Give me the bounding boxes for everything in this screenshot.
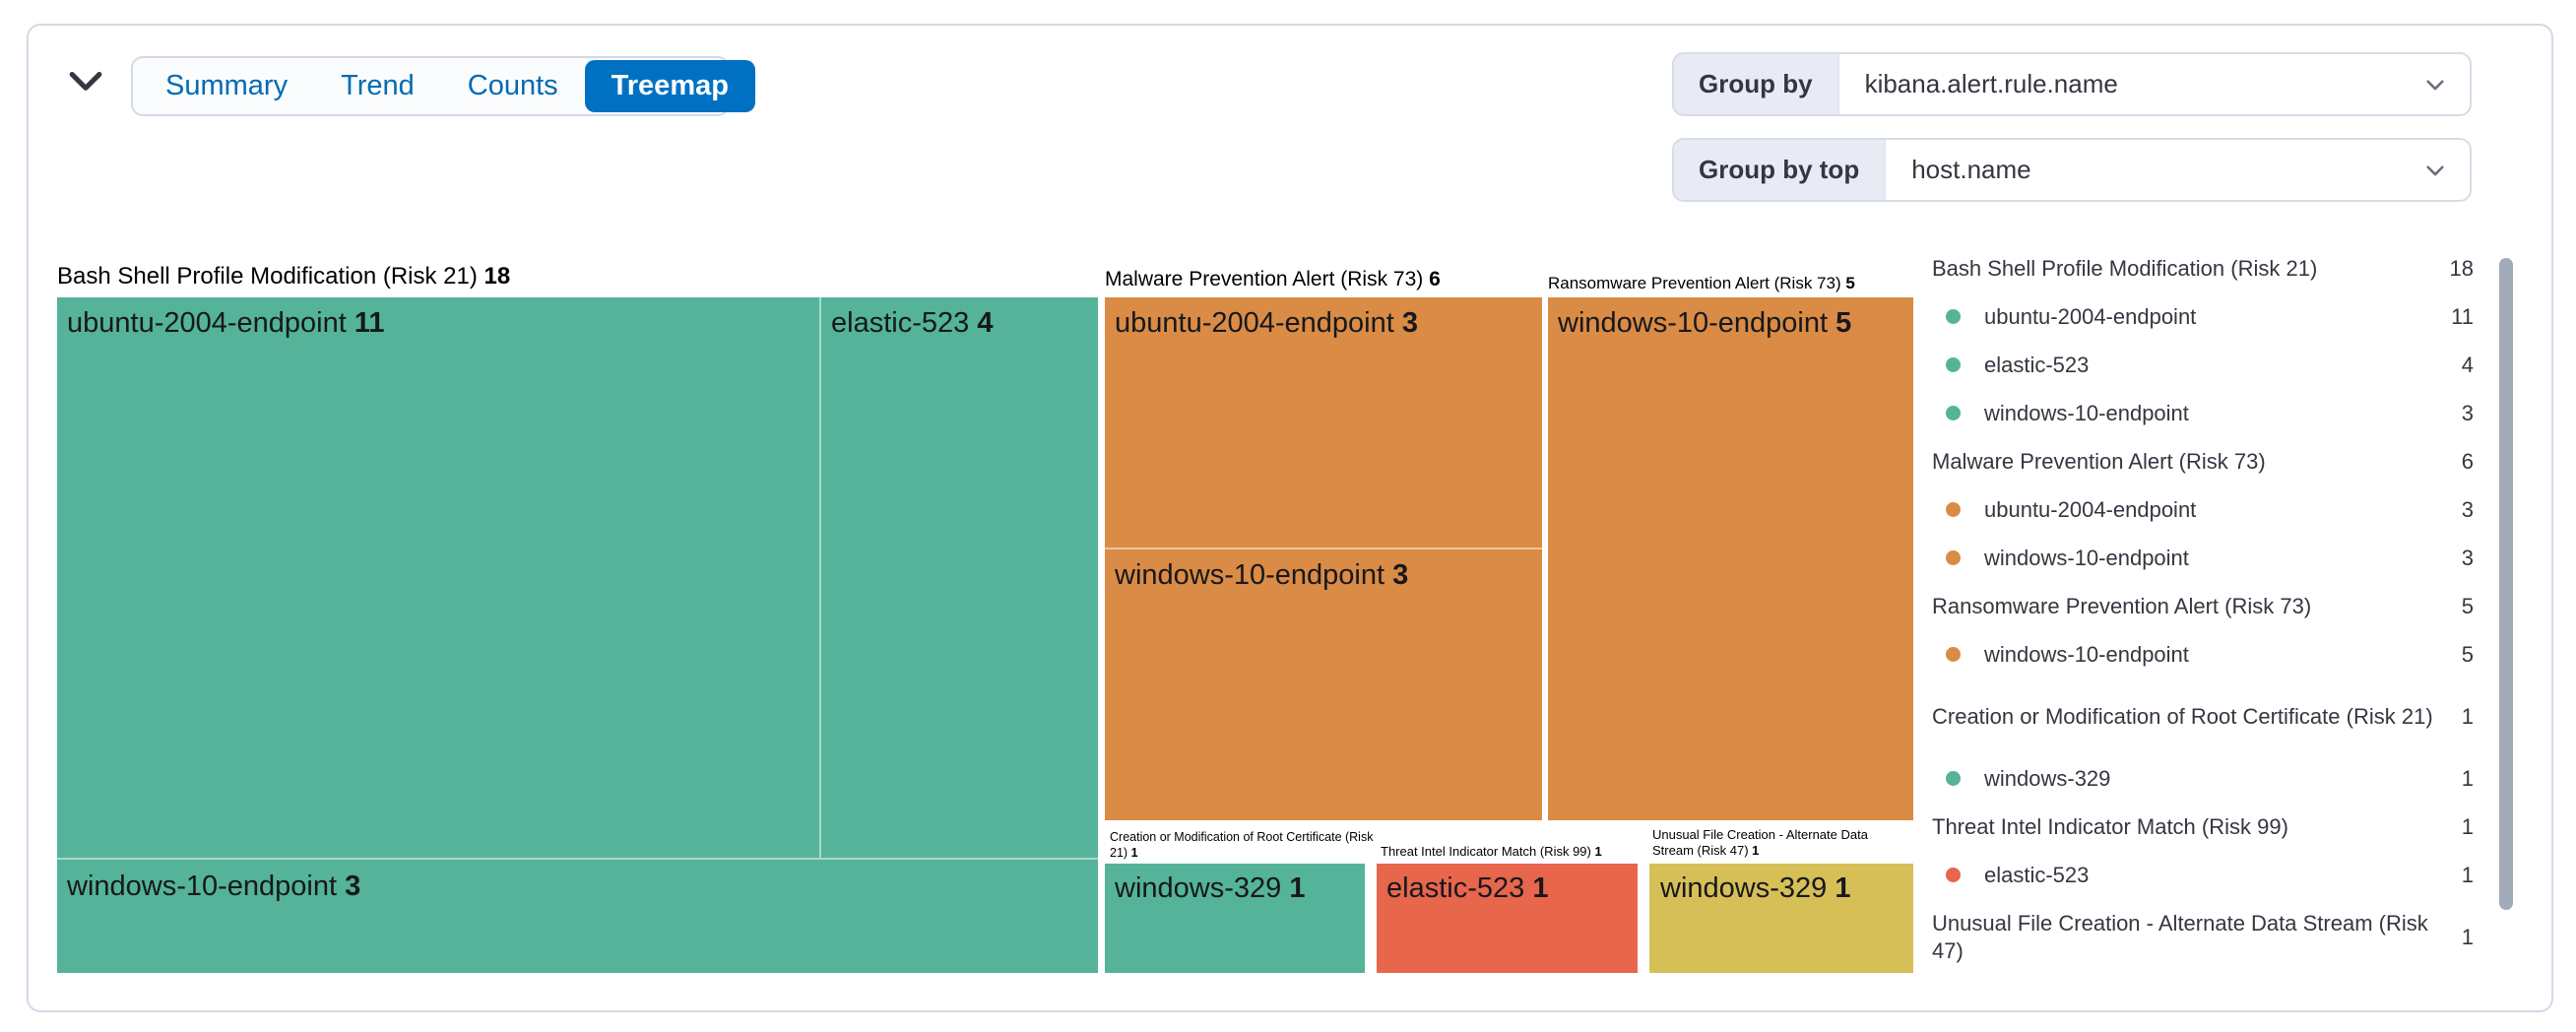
treemap-tile-group[interactable] — [1548, 297, 1913, 820]
group-by-label: Group by — [1674, 54, 1839, 114]
treemap-tile-label: elastic-523 4 — [831, 307, 994, 339]
legend-item: elastic-523 1 — [1932, 851, 2474, 899]
legend: Bash Shell Profile Modification (Risk 21… — [1932, 244, 2474, 975]
legend-group-title: Unusual File Creation - Alternate Data S… — [1932, 910, 2474, 963]
treemap-tile-group[interactable] — [1377, 864, 1638, 973]
treemap-tile-label: windows-329 1 — [1660, 872, 1851, 904]
group-by-top-value: host.name — [1911, 155, 2031, 184]
legend-item: windows-10-endpoint 5 — [1932, 630, 2474, 678]
legend-dot-icon — [1946, 868, 1961, 882]
legend-dot-icon — [1946, 502, 1961, 517]
legend-scrollbar-thumb[interactable] — [2499, 258, 2513, 910]
treemap-group-header: Threat Intel Indicator Match (Risk 99) 1 — [1381, 844, 1602, 859]
legend-dot-icon — [1946, 406, 1961, 420]
treemap-group-header: Unusual File Creation - Alternate Data S… — [1652, 827, 1868, 858]
group-by-top-label: Group by top — [1674, 140, 1887, 200]
group-by-value: kibana.alert.rule.name — [1864, 69, 2118, 98]
collapse-panel-button[interactable] — [61, 59, 110, 106]
treemap-tile-group[interactable] — [57, 297, 1098, 973]
chevron-down-icon — [69, 71, 102, 96]
tile-divider — [1105, 548, 1542, 549]
legend-dot-icon — [1946, 357, 1961, 372]
legend-item: windows-10-endpoint 3 — [1932, 389, 2474, 437]
chevron-down-icon — [2422, 140, 2470, 200]
legend-group-title: Ransomware Prevention Alert (Risk 73) 5 — [1932, 593, 2474, 618]
treemap-group-header: Malware Prevention Alert (Risk 73) 6 — [1105, 268, 1441, 290]
legend-item: ubuntu-2004-endpoint 3 — [1932, 485, 2474, 534]
legend-dot-icon — [1946, 647, 1961, 662]
legend-dot-icon — [1946, 309, 1961, 324]
legend-group-title: Creation or Modification of Root Certifi… — [1932, 703, 2474, 729]
legend-group-title: Malware Prevention Alert (Risk 73) 6 — [1932, 448, 2474, 474]
tab-summary[interactable]: Summary — [139, 60, 314, 112]
legend-item: windows-10-endpoint 3 — [1932, 534, 2474, 582]
treemap-tile-group[interactable] — [1105, 864, 1365, 973]
treemap-tile-group[interactable] — [1105, 297, 1542, 820]
view-mode-switcher: Summary Trend Counts Treemap — [131, 56, 755, 116]
legend-item: windows-329 1 — [1932, 754, 2474, 803]
tab-trend[interactable]: Trend — [314, 60, 441, 112]
legend-group-title: Threat Intel Indicator Match (Risk 99) 1 — [1932, 813, 2474, 839]
treemap-tile-label: elastic-523 1 — [1386, 872, 1549, 904]
treemap-tile-label: windows-10-endpoint 3 — [1115, 559, 1409, 591]
group-by-select[interactable]: Group by kibana.alert.rule.name — [1672, 52, 2472, 116]
tab-treemap[interactable]: Treemap — [584, 60, 755, 112]
legend-group-title: Bash Shell Profile Modification (Risk 21… — [1932, 255, 2474, 281]
legend-item: elastic-523 4 — [1932, 341, 2474, 389]
legend-dot-icon — [1946, 771, 1961, 786]
tile-divider — [57, 858, 1098, 860]
treemap-tile-label: ubuntu-2004-endpoint 11 — [67, 307, 385, 339]
group-by-top-select[interactable]: Group by top host.name — [1672, 138, 2472, 202]
tile-divider — [819, 297, 821, 858]
treemap-tile-label: windows-10-endpoint 5 — [1558, 307, 1852, 339]
treemap-group-header: Ransomware Prevention Alert (Risk 73) 5 — [1548, 274, 1855, 292]
legend-dot-icon — [1946, 550, 1961, 565]
treemap-tile-label: windows-10-endpoint 3 — [67, 871, 361, 902]
tab-counts[interactable]: Counts — [441, 60, 585, 112]
treemap-tile-label: ubuntu-2004-endpoint 3 — [1115, 307, 1419, 339]
treemap-group-header: Creation or Modification of Root Certifi… — [1110, 830, 1374, 860]
legend-item: ubuntu-2004-endpoint 11 — [1932, 292, 2474, 341]
treemap-tile-label: windows-329 1 — [1115, 872, 1306, 904]
treemap-tile-group[interactable] — [1649, 864, 1913, 973]
chevron-down-icon — [2422, 54, 2470, 114]
treemap-group-header: Bash Shell Profile Modification (Risk 21… — [57, 263, 511, 290]
